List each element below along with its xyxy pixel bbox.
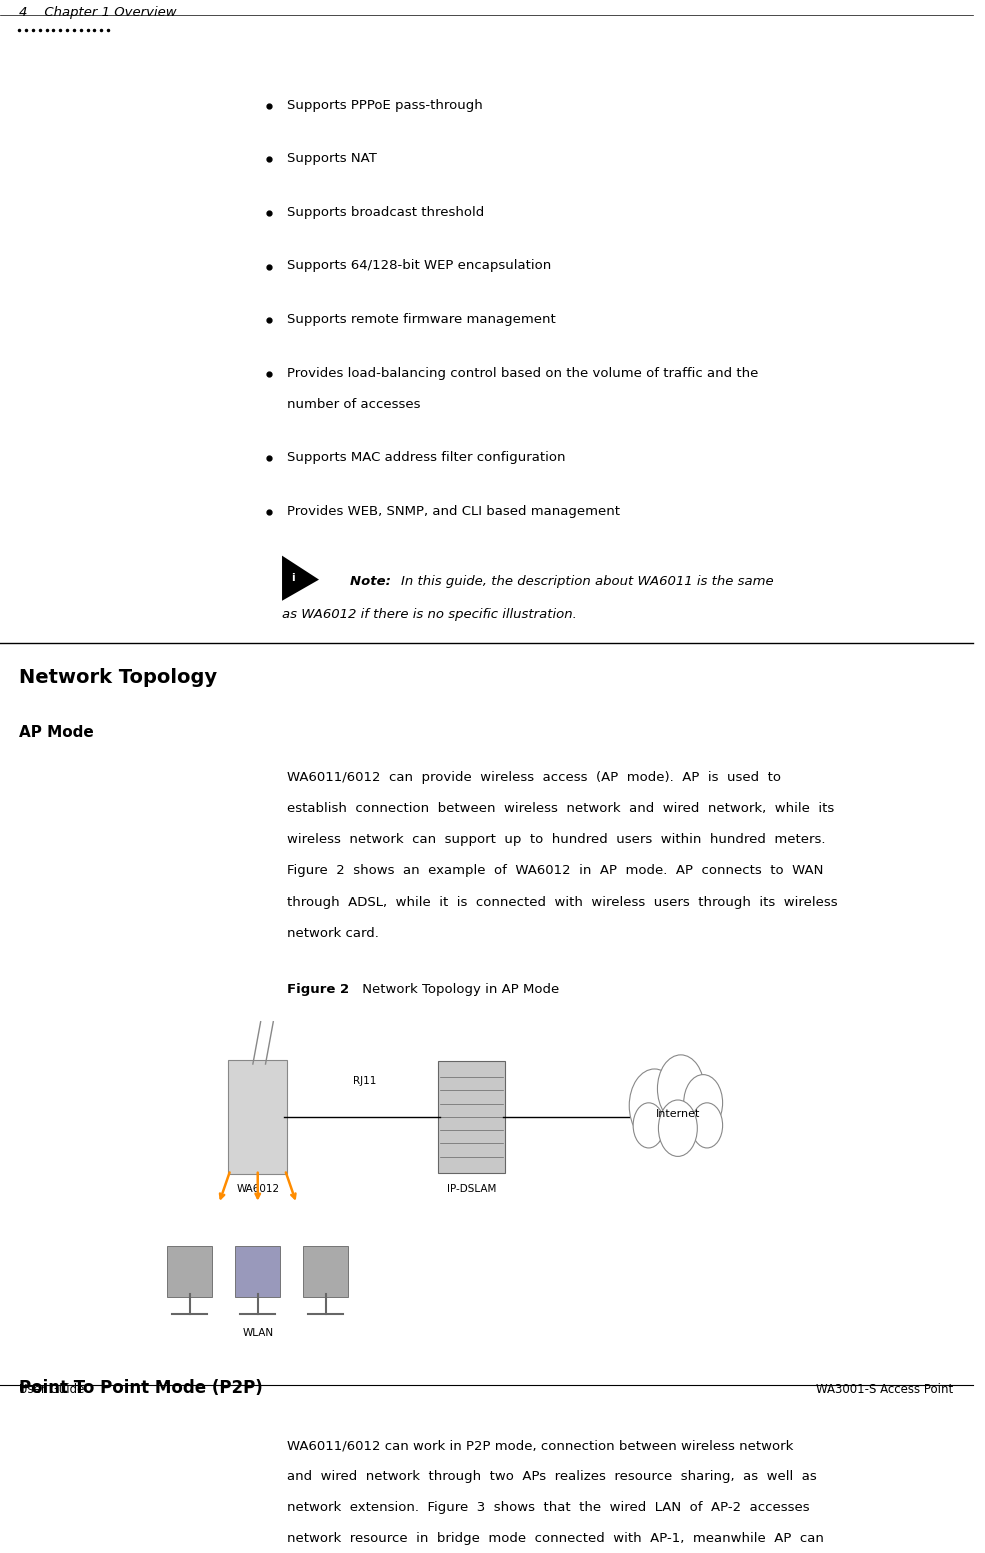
Text: through  ADSL,  while  it  is  connected  with  wireless  users  through  its  w: through ADSL, while it is connected with… bbox=[287, 896, 837, 909]
Circle shape bbox=[629, 1068, 680, 1143]
Text: WA3001-S Access Point: WA3001-S Access Point bbox=[816, 1384, 953, 1396]
Circle shape bbox=[633, 1103, 664, 1148]
Text: WA6011/6012  can  provide  wireless  access  (AP  mode).  AP  is  used  to: WA6011/6012 can provide wireless access … bbox=[287, 772, 781, 784]
Text: Network Topology: Network Topology bbox=[20, 668, 218, 688]
Text: AP Mode: AP Mode bbox=[20, 725, 95, 739]
Text: Internet: Internet bbox=[656, 1109, 700, 1120]
Circle shape bbox=[657, 1054, 704, 1123]
Text: In this guide, the description about WA6011 is the same: In this guide, the description about WA6… bbox=[401, 575, 773, 589]
Text: WA6012: WA6012 bbox=[236, 1183, 280, 1194]
Text: WLAN: WLAN bbox=[242, 1328, 273, 1337]
Text: Figure  2  shows  an  example  of  WA6012  in  AP  mode.  AP  connects  to  WAN: Figure 2 shows an example of WA6012 in A… bbox=[287, 865, 823, 877]
Text: RJ11: RJ11 bbox=[353, 1076, 376, 1086]
Text: User Guide: User Guide bbox=[20, 1384, 85, 1396]
Text: Point To Point Mode (P2P): Point To Point Mode (P2P) bbox=[20, 1379, 263, 1396]
Text: as WA6012 if there is no specific illustration.: as WA6012 if there is no specific illust… bbox=[282, 607, 577, 621]
FancyBboxPatch shape bbox=[303, 1246, 348, 1297]
Text: WA6011/6012 can work in P2P mode, connection between wireless network: WA6011/6012 can work in P2P mode, connec… bbox=[287, 1440, 793, 1452]
FancyBboxPatch shape bbox=[438, 1061, 505, 1173]
Text: network  resource  in  bridge  mode  connected  with  AP-1,  meanwhile  AP  can: network resource in bridge mode connecte… bbox=[287, 1533, 823, 1545]
Text: Provides WEB, SNMP, and CLI based management: Provides WEB, SNMP, and CLI based manage… bbox=[287, 505, 620, 517]
Text: Supports PPPoE pass-through: Supports PPPoE pass-through bbox=[287, 99, 483, 112]
Circle shape bbox=[658, 1100, 697, 1157]
FancyBboxPatch shape bbox=[167, 1246, 212, 1297]
Text: Provides load-balancing control based on the volume of traffic and the: Provides load-balancing control based on… bbox=[287, 367, 758, 379]
Text: Supports MAC address filter configuration: Supports MAC address filter configuratio… bbox=[287, 452, 565, 464]
Text: wireless  network  can  support  up  to  hundred  users  within  hundred  meters: wireless network can support up to hundr… bbox=[287, 834, 825, 846]
Text: Network Topology in AP Mode: Network Topology in AP Mode bbox=[358, 983, 559, 995]
FancyBboxPatch shape bbox=[235, 1246, 280, 1297]
Text: and  wired  network  through  two  APs  realizes  resource  sharing,  as  well  : and wired network through two APs realiz… bbox=[287, 1471, 817, 1483]
Text: IP-DSLAM: IP-DSLAM bbox=[447, 1183, 496, 1194]
Circle shape bbox=[691, 1103, 723, 1148]
Text: network card.: network card. bbox=[287, 927, 379, 940]
Text: i: i bbox=[291, 573, 295, 584]
Text: Supports NAT: Supports NAT bbox=[287, 152, 377, 165]
Text: Supports remote firmware management: Supports remote firmware management bbox=[287, 314, 556, 326]
FancyBboxPatch shape bbox=[229, 1059, 288, 1174]
Text: Supports 64/128-bit WEP encapsulation: Supports 64/128-bit WEP encapsulation bbox=[287, 259, 552, 272]
Circle shape bbox=[684, 1075, 723, 1131]
Text: network  extension.  Figure  3  shows  that  the  wired  LAN  of  AP-2  accesses: network extension. Figure 3 shows that t… bbox=[287, 1502, 810, 1514]
Text: 4    Chapter 1 Overview: 4 Chapter 1 Overview bbox=[20, 6, 177, 19]
Text: establish  connection  between  wireless  network  and  wired  network,  while  : establish connection between wireless ne… bbox=[287, 803, 834, 815]
Text: Figure 2: Figure 2 bbox=[287, 983, 349, 995]
Text: Supports broadcast threshold: Supports broadcast threshold bbox=[287, 207, 485, 219]
Polygon shape bbox=[282, 556, 319, 601]
Text: Note:: Note: bbox=[350, 575, 396, 589]
Text: number of accesses: number of accesses bbox=[287, 398, 421, 410]
